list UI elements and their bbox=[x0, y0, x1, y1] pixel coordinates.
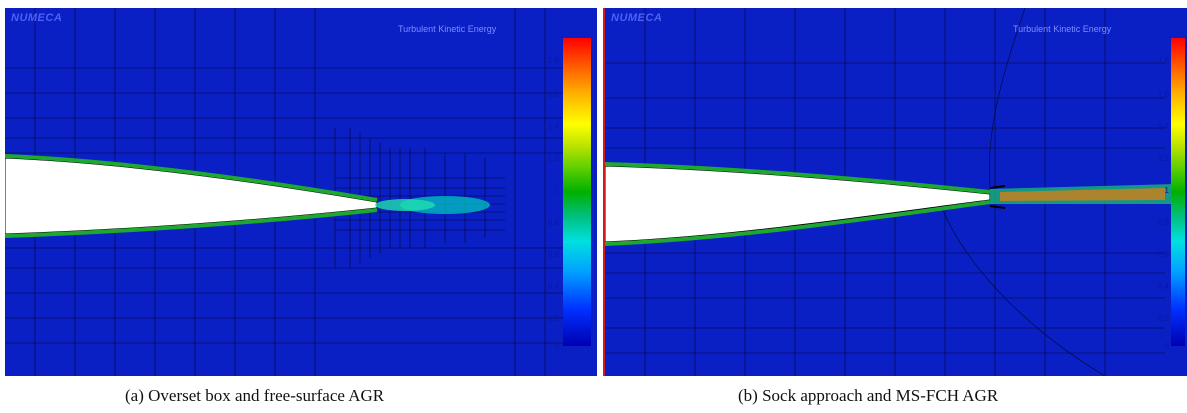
logo-text: NUMECA bbox=[611, 12, 663, 24]
colorbar-tick: 1.6 bbox=[1157, 56, 1169, 65]
colorbar-legend bbox=[1171, 38, 1185, 346]
colorbar-tick: 0.6 bbox=[1157, 250, 1169, 259]
colorbar-tick: 1.6 bbox=[1157, 90, 1169, 99]
colorbar-tick: 0.4 bbox=[547, 282, 559, 291]
mesh-image-sock bbox=[605, 8, 1175, 376]
cfd-panel-sock: NUMECA Turbulent Kinetic Energy 1.6 1.6 … bbox=[603, 8, 1187, 376]
colorbar-tick: 1.6 bbox=[547, 56, 559, 65]
colorbar-tick: 1 bbox=[554, 186, 559, 195]
colorbar-title: Turbulent Kinetic Energy bbox=[1013, 24, 1112, 34]
colorbar-tick: 1.4 bbox=[1157, 122, 1169, 131]
colorbar-tick: 1.6 bbox=[547, 90, 559, 99]
colorbar-tick: 1 bbox=[1164, 186, 1169, 195]
colorbar-legend bbox=[563, 38, 591, 346]
caption-panel-b: (b) Sock approach and MS-FCH AGR bbox=[738, 386, 999, 405]
caption-panel-a: (a) Overset box and free-surface AGR bbox=[125, 386, 385, 405]
colorbar-title: Turbulent Kinetic Energy bbox=[398, 24, 497, 34]
colorbar-tick: 0.8 bbox=[547, 218, 559, 227]
colorbar-tick: 0.8 bbox=[1157, 218, 1169, 227]
colorbar-tick: 0.6 bbox=[547, 250, 559, 259]
colorbar-tick: 0 bbox=[554, 342, 559, 351]
colorbar-tick: 1.2 bbox=[1157, 154, 1169, 163]
mesh-image-overset bbox=[5, 8, 565, 376]
colorbar-tick: 1.4 bbox=[547, 122, 559, 131]
logo-text: NUMECA bbox=[11, 12, 63, 24]
colorbar-tick: 0.2 bbox=[1157, 314, 1169, 323]
colorbar-tick: 0 bbox=[1164, 342, 1169, 351]
cfd-panel-overset: NUMECA Turbulent Kinetic Energy 1.6 1.6 … bbox=[5, 8, 597, 376]
colorbar-tick: 0.4 bbox=[1157, 282, 1169, 291]
colorbar-tick: 0.2 bbox=[547, 314, 559, 323]
colorbar-tick: 1.2 bbox=[547, 154, 559, 163]
